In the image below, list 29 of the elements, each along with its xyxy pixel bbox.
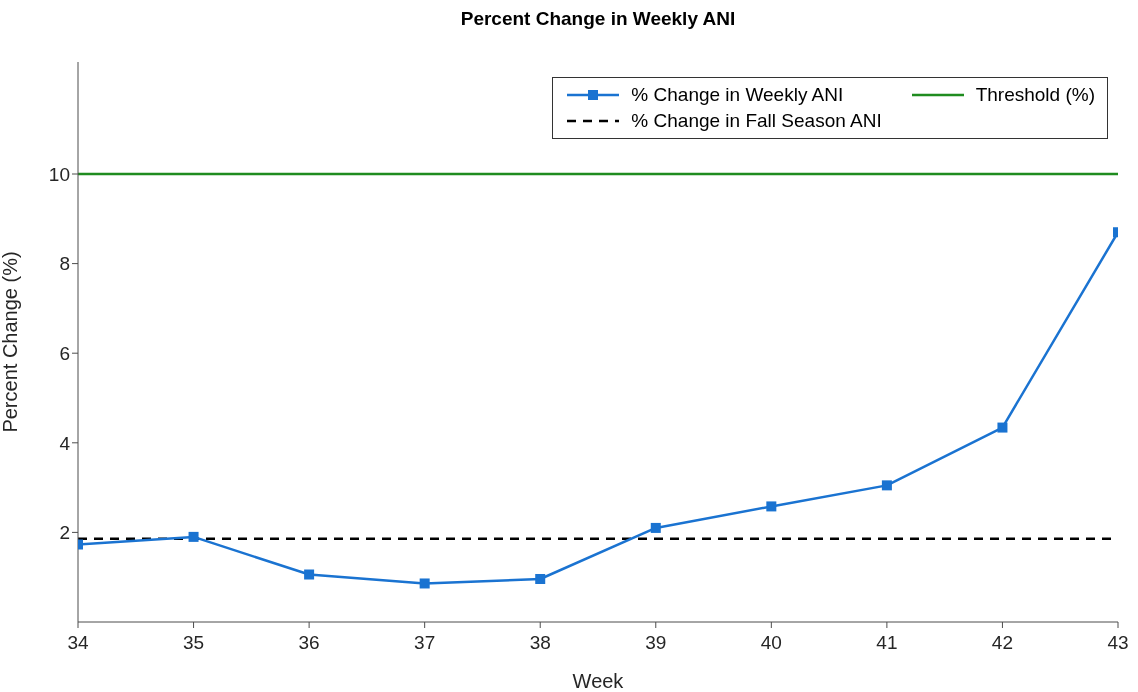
point [419,578,430,589]
x-tick-label: 42 [991,632,1014,654]
legend-label: Threshold (%) [975,84,1095,106]
y-tick-label: 2 [59,522,70,544]
x-tick-label: 41 [876,632,898,654]
point [766,501,777,512]
legend-label: % Change in Fall Season ANI [631,110,882,132]
x-tick-label: 37 [414,632,436,654]
y-tick-label: 10 [48,163,70,185]
y-tick-label: 4 [59,432,71,454]
point [997,422,1008,433]
legend-label: % Change in Weekly ANI [631,84,844,106]
chart-title: Percent Change in Weekly ANI [459,8,737,30]
x-tick-label: 39 [645,632,667,654]
point [650,522,661,533]
x-tick-label: 38 [529,632,551,654]
x-tick-label: 36 [298,632,320,654]
x-tick-label: 43 [1107,632,1129,654]
x-axis-title: Week [572,670,625,692]
y-axis-title: Percent Change (%) [0,251,22,433]
point [881,480,892,491]
point [188,531,199,542]
point [304,569,315,580]
x-tick-label: 34 [67,632,89,654]
y-tick-label: 6 [59,342,70,364]
x-tick-label: 40 [760,632,782,654]
y-tick-label: 8 [59,253,70,275]
x-tick-label: 35 [182,632,205,654]
point [535,573,546,584]
